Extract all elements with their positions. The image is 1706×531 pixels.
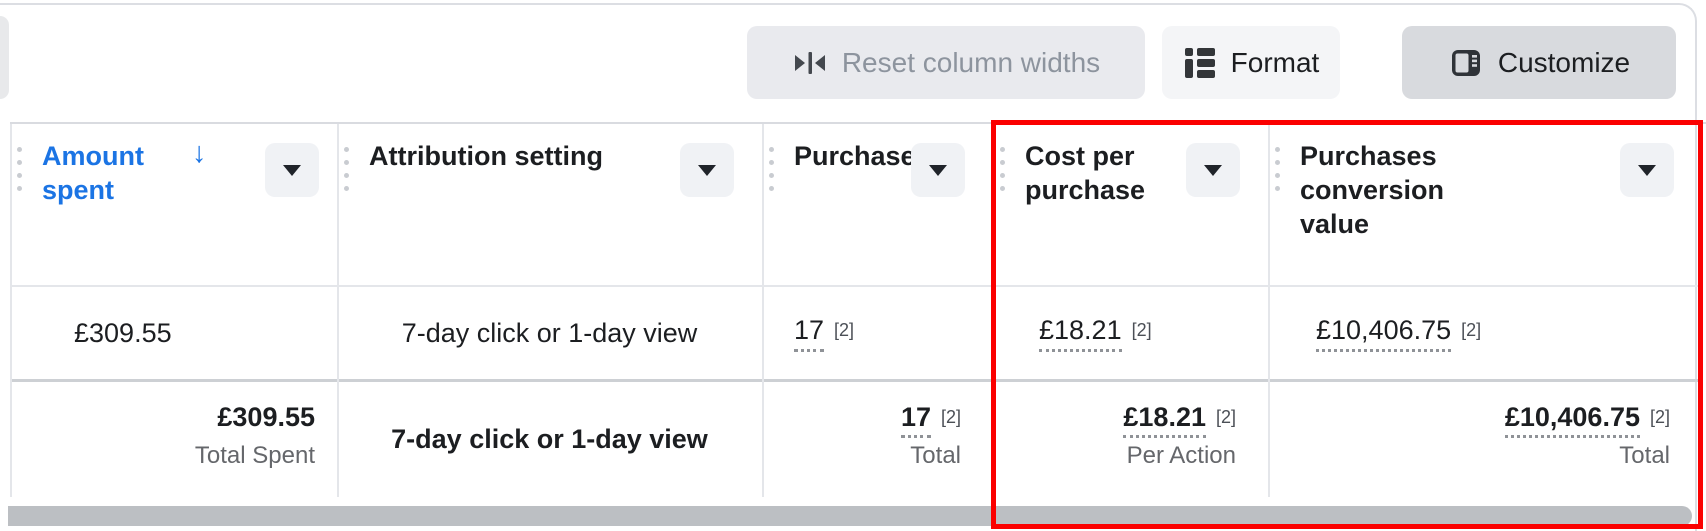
attribution-setting-header-label[interactable]: Attribution setting (369, 141, 603, 171)
totals-cell-cost-per-purchase: £18.21 [2] Per Action (993, 381, 1268, 497)
customize-label: Customize (1497, 46, 1631, 78)
format-button[interactable]: Format (1162, 26, 1340, 99)
totals-row-divider (10, 379, 1702, 382)
chevron-down-icon (283, 164, 301, 176)
column-header-attribution-setting: Attribution setting (337, 123, 762, 285)
header-row-divider (10, 285, 1702, 287)
sort-descending-icon[interactable]: ↓ (192, 137, 207, 169)
total-cost-per-purchase-number[interactable]: £18.21 (1123, 402, 1206, 438)
column-header-cost-per-purchase: Cost per purchase (993, 123, 1268, 285)
customize-button[interactable]: Customize (1402, 26, 1676, 99)
totals-cell-purchases: 17 [2] Total (762, 381, 993, 497)
row-cell-attribution-setting: 7-day click or 1-day view (337, 287, 762, 380)
attribution-setting-value: 7-day click or 1-day view (401, 318, 698, 348)
total-purchases-conversion-sublabel: Total (1619, 442, 1670, 469)
format-icon (1184, 47, 1215, 78)
footnote-marker: [2] (940, 407, 961, 427)
table-top-border (10, 122, 1706, 124)
drag-handle-icon[interactable] (769, 147, 774, 191)
total-purchases-number[interactable]: 17 (900, 402, 931, 438)
total-purchases-conversion-value: £10,406.75 [2] (1268, 402, 1670, 438)
drag-handle-icon[interactable] (1000, 147, 1005, 191)
chevron-down-icon (1638, 164, 1656, 176)
drag-handle-icon[interactable] (344, 147, 349, 191)
total-purchases-value: 17 [2] (762, 402, 961, 438)
column-divider (762, 124, 764, 497)
purchases-header-label[interactable]: Purchases (794, 141, 931, 171)
totals-cell-amount-spent: £309.55 Total Spent (10, 381, 337, 497)
cost-per-purchase-value[interactable]: £18.21 (1039, 315, 1122, 352)
purchases-conversion-value[interactable]: £10,406.75 (1316, 315, 1452, 352)
table-left-border (10, 124, 12, 497)
chevron-down-icon (929, 164, 947, 176)
total-attribution-setting-value: 7-day click or 1-day view (391, 423, 708, 454)
column-divider (1268, 124, 1270, 497)
row-cell-amount-spent: £309.55 (10, 287, 337, 380)
totals-cell-purchases-conversion-value: £10,406.75 [2] Total (1268, 381, 1702, 497)
column-header-purchases: Purchases (762, 123, 993, 285)
purchases-conversion-value-menu-button[interactable] (1620, 143, 1674, 197)
chevron-down-icon (1204, 164, 1222, 176)
customize-icon (1451, 49, 1480, 76)
amount-spent-header-label[interactable]: Amount spent (42, 141, 144, 205)
purchases-value[interactable]: 17 (794, 315, 825, 352)
amount-spent-value: £309.55 (74, 318, 172, 348)
footnote-marker: [2] (1649, 407, 1670, 427)
partial-button-edge (0, 16, 9, 99)
reset-column-widths-label: Reset column widths (841, 46, 1101, 78)
drag-handle-icon[interactable] (1275, 147, 1280, 191)
purchases-menu-button[interactable] (911, 143, 965, 197)
cost-per-purchase-header-label[interactable]: Cost per purchase (1025, 141, 1146, 205)
reset-column-widths-button[interactable]: Reset column widths (747, 26, 1145, 99)
row-cell-cost-per-purchase: £18.21 [2] (993, 287, 1268, 380)
total-purchases-conversion-number[interactable]: £10,406.75 (1504, 402, 1640, 438)
footnote-marker: [2] (1131, 320, 1152, 340)
horizontal-scrollbar-thumb[interactable] (8, 506, 1692, 526)
amount-spent-menu-button[interactable] (265, 143, 319, 197)
footnote-marker: [2] (834, 320, 855, 340)
attribution-setting-menu-button[interactable] (680, 143, 734, 197)
total-cost-per-purchase-value: £18.21 [2] (993, 402, 1236, 438)
purchases-conversion-value-header-label[interactable]: Purchases conversion value (1300, 141, 1445, 239)
totals-cell-attribution-setting: 7-day click or 1-day view (337, 381, 762, 497)
total-purchases-sublabel: Total (910, 442, 961, 469)
column-header-purchases-conversion-value: Purchases conversion value (1268, 123, 1702, 285)
total-cost-per-purchase-sublabel: Per Action (1126, 442, 1236, 469)
reset-column-widths-icon (794, 51, 825, 74)
footnote-marker: [2] (1461, 320, 1482, 340)
total-amount-spent-value: £309.55 (217, 402, 315, 432)
format-label: Format (1230, 46, 1320, 78)
column-divider (337, 124, 339, 497)
chevron-down-icon (698, 164, 716, 176)
row-cell-purchases: 17 [2] (762, 287, 993, 380)
cost-per-purchase-menu-button[interactable] (1186, 143, 1240, 197)
footnote-marker: [2] (1215, 407, 1236, 427)
row-cell-purchases-conversion-value: £10,406.75 [2] (1268, 287, 1702, 380)
drag-handle-icon[interactable] (17, 147, 22, 191)
total-amount-spent-sublabel: Total Spent (194, 442, 315, 469)
column-header-amount-spent: Amount spent ↓ (10, 123, 337, 285)
